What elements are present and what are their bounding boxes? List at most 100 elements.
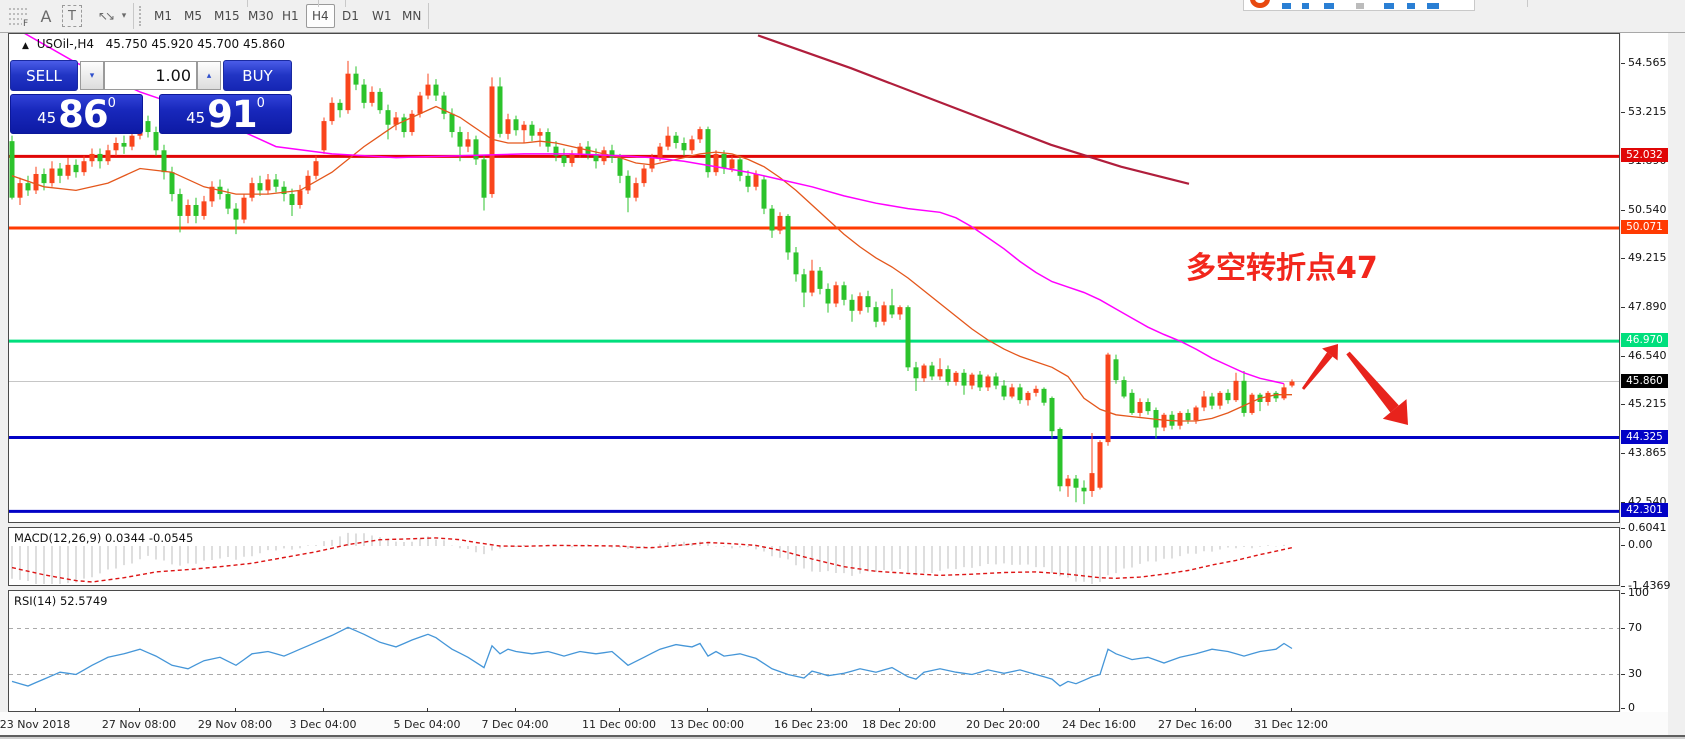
timeframe-h4[interactable]: H4: [306, 4, 335, 28]
axis-tick-label: 47.890: [1628, 299, 1667, 313]
axis-tick-label: 54.565: [1628, 56, 1667, 69]
date-tick: [1099, 708, 1100, 712]
clipped-ui-fragment: [345, 0, 346, 7]
buy-price-display[interactable]: 45 91 0: [159, 94, 292, 134]
price-level-label: 50.071: [1621, 219, 1668, 234]
window-bottom-edge: [0, 737, 1685, 739]
date-label: 20 Dec 20:00: [966, 718, 1040, 731]
axis-tick: [1621, 673, 1625, 675]
collapse-triangle-icon[interactable]: ▲: [22, 41, 29, 51]
arrows-dropdown-caret[interactable]: ▾: [121, 11, 127, 21]
date-tick: [899, 708, 900, 712]
timeframe-w1[interactable]: W1: [372, 9, 392, 23]
price-level-label: 52.032: [1621, 148, 1668, 163]
logo-glyph: [1356, 3, 1364, 9]
date-tick: [323, 708, 324, 712]
text-label-icon[interactable]: A: [40, 6, 52, 26]
sell-price-main: 86: [58, 92, 108, 136]
date-label: 24 Dec 16:00: [1062, 718, 1136, 731]
axis-tick: [1621, 63, 1625, 64]
date-tick: [35, 708, 36, 712]
axis-tick-label: 0.00: [1628, 538, 1653, 551]
axis-tick: [1621, 593, 1625, 594]
clipped-ui-fragment: [247, 0, 248, 7]
date-label: 13 Dec 00:00: [670, 718, 744, 731]
date-tick: [619, 708, 620, 712]
date-label: 16 Dec 23:00: [774, 718, 848, 731]
date-label: 5 Dec 04:00: [393, 718, 461, 731]
axis-tick: [1621, 545, 1625, 546]
price-level-label: 45.860: [1621, 373, 1668, 388]
sell-price-display[interactable]: 45 86 0: [10, 94, 143, 134]
timeframe-m30[interactable]: M30: [248, 9, 274, 23]
axis-tick: [1621, 453, 1625, 455]
fibo-grid-glyph: F: [9, 8, 29, 26]
text-box-icon[interactable]: T: [62, 5, 82, 27]
axis-tick: [1621, 527, 1625, 529]
buy-button[interactable]: BUY: [223, 60, 292, 91]
toolbar-grip[interactable]: [139, 6, 142, 26]
date-tick: [811, 708, 812, 712]
rsi-panel[interactable]: [8, 590, 1620, 712]
rsi-svg: [9, 626, 1619, 687]
price-level-label: 46.970: [1621, 333, 1668, 348]
date-label: 7 Dec 04:00: [481, 718, 549, 731]
clipped-ui-fragment: [1527, 0, 1528, 7]
annotation-text: 多空转折点47: [1186, 251, 1378, 286]
axis-tick-label: 53.215: [1628, 105, 1667, 119]
axis-tick: [1621, 258, 1625, 260]
axis-tick-label: 45.215: [1628, 397, 1667, 411]
annotation-arrows: [1301, 344, 1408, 425]
date-label: 29 Nov 08:00: [197, 718, 273, 731]
axis-tick-label: 0: [1628, 701, 1635, 714]
timeframe-d1[interactable]: D1: [342, 9, 359, 23]
date-label: 27 Dec 16:00: [1158, 718, 1232, 731]
timeframe-mn[interactable]: MN: [402, 9, 422, 23]
date-label: 27 Nov 08:00: [101, 718, 177, 731]
timeframe-m5[interactable]: M5: [184, 9, 202, 23]
chart-title: ▲ USOil-,H4 45.750 45.920 45.700 45.860: [22, 37, 285, 51]
timeframe-m15[interactable]: M15: [214, 9, 240, 23]
fibo-grid-icon[interactable]: F: [6, 5, 32, 27]
logo-glyph: [1427, 3, 1439, 9]
svg-text:F: F: [23, 19, 28, 26]
date-label: 31 Dec 12:00: [1254, 718, 1328, 731]
quantity-decrease-button[interactable]: ▾: [80, 61, 104, 90]
axis-tick-label: 43.865: [1628, 446, 1667, 460]
axis-tick: [1621, 355, 1625, 357]
sell-button[interactable]: SELL: [10, 60, 78, 91]
date-tick: [235, 708, 236, 712]
axis-tick: [1621, 627, 1625, 629]
timeframe-h1[interactable]: H1: [282, 9, 299, 23]
macd-panel[interactable]: [8, 527, 1620, 586]
logo-glyph: [1384, 3, 1394, 9]
quantity-input[interactable]: 1.00: [104, 61, 197, 90]
price-level-label: 42.301: [1621, 503, 1668, 518]
window-bottom-border: [0, 735, 1685, 737]
axis-tick: [1621, 708, 1625, 709]
date-tick: [1291, 708, 1292, 712]
sell-price-pip: 0: [107, 96, 116, 111]
date-tick: [515, 708, 516, 712]
date-label: 18 Dec 20:00: [862, 718, 936, 731]
quantity-increase-button[interactable]: ▴: [197, 61, 221, 90]
axis-tick-label: 30: [1628, 666, 1642, 680]
date-label: 11 Dec 00:00: [582, 718, 656, 731]
axis-tick-label: 0.6041: [1628, 520, 1667, 534]
price-chart-svg: [9, 34, 1619, 513]
clipped-ui-fragment: [318, 0, 319, 7]
axis-tick: [1621, 586, 1625, 588]
axis-tick: [1621, 404, 1625, 406]
price-level-label: 44.325: [1621, 429, 1668, 444]
price-axis: 54.56553.21551.89050.54049.21547.89046.5…: [1621, 33, 1670, 714]
timeframe-m1[interactable]: M1: [154, 9, 172, 23]
date-tick: [707, 708, 708, 712]
buy-price-pip: 0: [256, 96, 265, 111]
axis-tick-label: 70: [1628, 620, 1642, 634]
arrows-icon[interactable]: ↖↘: [97, 9, 115, 23]
logo-glyph: [1324, 3, 1334, 9]
date-tick: [427, 708, 428, 712]
symbol-label: USOil-,H4: [36, 37, 95, 51]
logo-glyph: [1302, 3, 1309, 9]
